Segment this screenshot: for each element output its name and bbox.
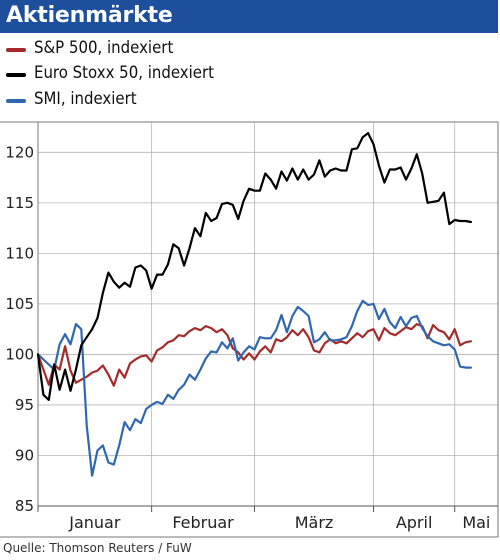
y-tick-label-85: 85 bbox=[15, 497, 34, 515]
legend-swatch-smi bbox=[6, 99, 26, 103]
series-line-smi bbox=[36, 299, 472, 477]
month-label-1: Februar bbox=[172, 513, 234, 532]
y-tick-label-120: 120 bbox=[5, 143, 34, 161]
legend-label-smi: SMI, indexiert bbox=[34, 89, 137, 109]
y-tick-label-115: 115 bbox=[5, 194, 34, 212]
legend-swatch-eurostoxx50 bbox=[6, 73, 26, 77]
month-label-4: Mai bbox=[462, 513, 490, 532]
series-line-sp500 bbox=[36, 323, 472, 387]
month-label-3: April bbox=[396, 513, 433, 532]
y-tick-label-90: 90 bbox=[15, 446, 34, 464]
y-tick-label-110: 110 bbox=[5, 244, 34, 262]
chart-title: Aktienmärkte bbox=[6, 3, 173, 28]
month-label-0: Januar bbox=[68, 513, 121, 532]
legend-swatch-sp500 bbox=[6, 48, 26, 52]
y-tick-label-100: 100 bbox=[5, 345, 34, 363]
y-tick-label-95: 95 bbox=[15, 396, 34, 414]
chart-header: Aktienmärkte bbox=[0, 0, 498, 33]
legend-label-eurostoxx50: Euro Stoxx 50, indexiert bbox=[34, 63, 215, 83]
series-line-eurostoxx50 bbox=[36, 132, 472, 401]
month-label-2: März bbox=[295, 513, 334, 532]
legend-label-sp500: S&P 500, indexiert bbox=[34, 38, 174, 58]
source-note: Quelle: Thomson Reuters / FuW bbox=[3, 541, 192, 555]
y-tick-label-105: 105 bbox=[5, 295, 34, 313]
